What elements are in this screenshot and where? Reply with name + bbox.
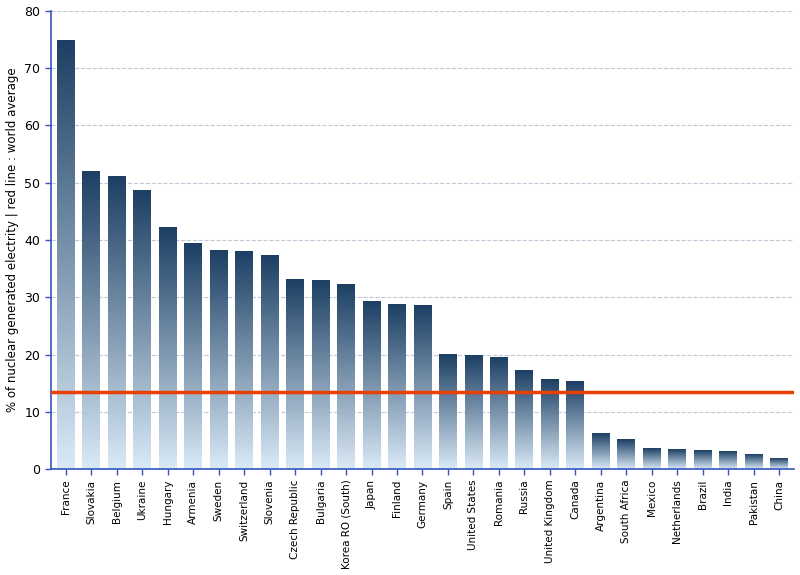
Y-axis label: % of nuclear generated electrity | red line : world average: % of nuclear generated electrity | red l…	[6, 68, 18, 412]
